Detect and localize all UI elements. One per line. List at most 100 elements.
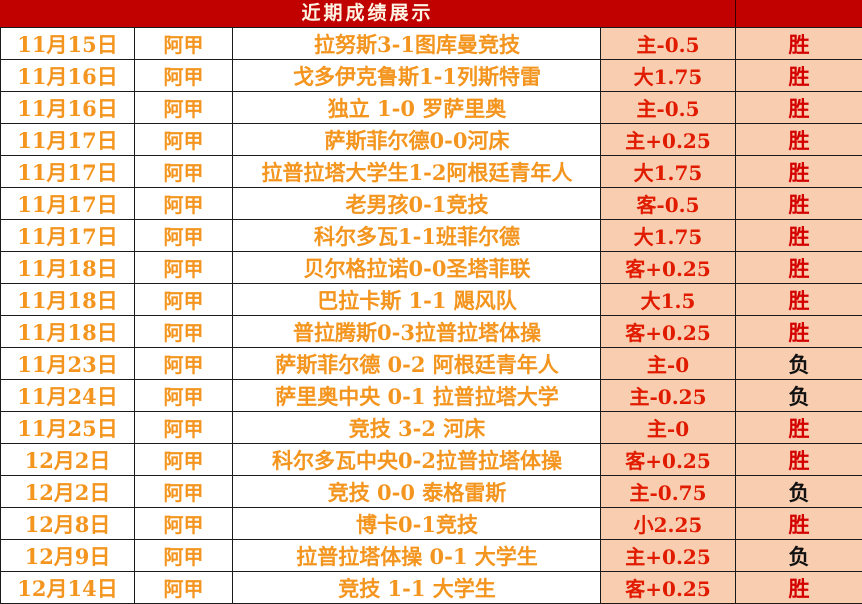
match-date-cell: 11月17日 — [0, 123, 135, 156]
match-date-cell: 11月24日 — [0, 379, 135, 412]
match-cell: 戈多伊克鲁斯1-1列斯特雷 — [232, 59, 601, 92]
match-text: 科尔多瓦中央0-2拉普拉塔体操 — [272, 447, 562, 473]
result-badge: 负 — [735, 539, 862, 572]
table-row[interactable]: 12月2日 阿甲 科尔多瓦中央0-2拉普拉塔体操 客+0.25 胜 — [0, 443, 862, 476]
handicap-cell: 主-0 — [600, 347, 736, 380]
table-row[interactable]: 11月16日 阿甲 戈多伊克鲁斯1-1列斯特雷 大1.75 胜 — [0, 59, 862, 92]
table-row[interactable]: 11月16日 阿甲 独立 1-0 罗萨里奥 主-0.5 胜 — [0, 91, 862, 124]
result-badge: 胜 — [735, 27, 862, 60]
match-text: 老男孩0-1竞技 — [345, 191, 489, 217]
match-text: 萨斯菲尔德 0-2 阿根廷青年人 — [275, 351, 559, 377]
match-cell: 巴拉卡斯 1-1 飓风队 — [232, 283, 601, 316]
match-text: 戈多伊克鲁斯1-1列斯特雷 — [293, 63, 541, 89]
match-cell: 竞技 1-1 大学生 — [232, 571, 601, 604]
match-cell: 萨里奥中央 0-1 拉普拉塔大学 — [232, 379, 601, 412]
table-row[interactable]: 11月17日 阿甲 科尔多瓦1-1班菲尔德 大1.75 胜 — [0, 219, 862, 252]
match-text: 竞技 1-1 大学生 — [338, 575, 496, 601]
match-date-cell: 11月23日 — [0, 347, 135, 380]
match-text: 科尔多瓦1-1班菲尔德 — [314, 223, 520, 249]
league-cell: 阿甲 — [134, 219, 233, 252]
match-cell: 独立 1-0 罗萨里奥 — [232, 91, 601, 124]
table-row[interactable]: 11月25日 阿甲 竞技 3-2 河床 主-0 胜 — [0, 411, 862, 444]
handicap-cell: 客+0.25 — [600, 571, 736, 604]
table-row[interactable]: 11月15日 阿甲 拉努斯3-1图库曼竞技 主-0.5 胜 — [0, 27, 862, 60]
match-cell: 萨斯菲尔德 0-2 阿根廷青年人 — [232, 347, 601, 380]
result-badge: 胜 — [735, 155, 862, 188]
league-cell: 阿甲 — [134, 539, 233, 572]
match-text: 萨里奥中央 0-1 拉普拉塔大学 — [275, 383, 559, 409]
match-date-cell: 12月2日 — [0, 443, 135, 476]
table-row[interactable]: 11月18日 阿甲 巴拉卡斯 1-1 飓风队 大1.5 胜 — [0, 283, 862, 316]
league-cell: 阿甲 — [134, 251, 233, 284]
handicap-cell: 小2.25 — [600, 507, 736, 540]
table-row[interactable]: 11月18日 阿甲 普拉腾斯0-3拉普拉塔体操 客+0.25 胜 — [0, 315, 862, 348]
match-text: 萨斯菲尔德0-0河床 — [324, 127, 510, 153]
match-cell: 贝尔格拉诺0-0圣塔菲联 — [232, 251, 601, 284]
league-cell: 阿甲 — [134, 443, 233, 476]
table-row[interactable]: 12月14日 阿甲 竞技 1-1 大学生 客+0.25 胜 — [0, 571, 862, 604]
table-row[interactable]: 11月17日 阿甲 萨斯菲尔德0-0河床 主+0.25 胜 — [0, 123, 862, 156]
league-cell: 阿甲 — [134, 91, 233, 124]
recent-results-table: 11月15日 阿甲 拉努斯3-1图库曼竞技 主-0.5 胜 11月16日 阿甲 戈多伊克鲁斯1… — [0, 27, 862, 604]
league-cell: 阿甲 — [134, 315, 233, 348]
handicap-cell: 主-0.75 — [600, 475, 736, 508]
page-title: 近期成绩展示 — [301, 2, 434, 24]
match-date-cell: 11月17日 — [0, 155, 135, 188]
match-date-cell: 11月25日 — [0, 411, 135, 444]
handicap-cell: 大1.75 — [600, 59, 736, 92]
result-badge: 负 — [735, 347, 862, 380]
result-badge: 胜 — [735, 59, 862, 92]
league-cell: 阿甲 — [134, 187, 233, 220]
league-cell: 阿甲 — [134, 507, 233, 540]
handicap-cell: 客+0.25 — [600, 443, 736, 476]
result-badge: 胜 — [735, 411, 862, 444]
result-badge: 胜 — [735, 123, 862, 156]
table-row[interactable]: 12月9日 阿甲 拉普拉塔体操 0-1 大学生 主+0.25 负 — [0, 539, 862, 572]
handicap-cell: 客+0.25 — [600, 251, 736, 284]
match-cell: 拉普拉塔体操 0-1 大学生 — [232, 539, 601, 572]
match-date-cell: 11月17日 — [0, 187, 135, 220]
match-date-cell: 11月18日 — [0, 315, 135, 348]
table-row[interactable]: 11月24日 阿甲 萨里奥中央 0-1 拉普拉塔大学 主-0.25 负 — [0, 379, 862, 412]
result-badge: 负 — [735, 475, 862, 508]
match-cell: 普拉腾斯0-3拉普拉塔体操 — [232, 315, 601, 348]
match-text: 博卡0-1竞技 — [356, 511, 478, 537]
table-row[interactable]: 12月8日 阿甲 博卡0-1竞技 小2.25 胜 — [0, 507, 862, 540]
match-text: 独立 1-0 罗萨里奥 — [327, 95, 507, 121]
league-cell: 阿甲 — [134, 27, 233, 60]
league-cell: 阿甲 — [134, 571, 233, 604]
match-date-cell: 11月15日 — [0, 27, 135, 60]
result-badge: 胜 — [735, 283, 862, 316]
table-row[interactable]: 11月18日 阿甲 贝尔格拉诺0-0圣塔菲联 客+0.25 胜 — [0, 251, 862, 284]
league-cell: 阿甲 — [134, 283, 233, 316]
handicap-cell: 主+0.25 — [600, 539, 736, 572]
match-text: 竞技 0-0 泰格雷斯 — [327, 479, 507, 505]
match-cell: 萨斯菲尔德0-0河床 — [232, 123, 601, 156]
table-row[interactable]: 11月17日 阿甲 老男孩0-1竞技 客-0.5 胜 — [0, 187, 862, 220]
handicap-cell: 主-0.25 — [600, 379, 736, 412]
handicap-cell: 主+0.25 — [600, 123, 736, 156]
match-text: 贝尔格拉诺0-0圣塔菲联 — [303, 255, 531, 281]
match-date-cell: 11月18日 — [0, 251, 135, 284]
handicap-cell: 主-0 — [600, 411, 736, 444]
league-cell: 阿甲 — [134, 59, 233, 92]
result-badge: 负 — [735, 379, 862, 412]
match-date-cell: 12月14日 — [0, 571, 135, 604]
table-row[interactable]: 11月23日 阿甲 萨斯菲尔德 0-2 阿根廷青年人 主-0 负 — [0, 347, 862, 380]
result-badge: 胜 — [735, 251, 862, 284]
match-date-cell: 11月17日 — [0, 219, 135, 252]
table-row[interactable]: 11月17日 阿甲 拉普拉塔大学生1-2阿根廷青年人 大1.75 胜 — [0, 155, 862, 188]
league-cell: 阿甲 — [134, 475, 233, 508]
match-date-cell: 11月18日 — [0, 283, 135, 316]
match-cell: 科尔多瓦中央0-2拉普拉塔体操 — [232, 443, 601, 476]
page-header-banner: 近期成绩展示 — [0, 0, 862, 27]
result-badge: 胜 — [735, 187, 862, 220]
league-cell: 阿甲 — [134, 155, 233, 188]
league-cell: 阿甲 — [134, 123, 233, 156]
table-row[interactable]: 12月2日 阿甲 竞技 0-0 泰格雷斯 主-0.75 负 — [0, 475, 862, 508]
result-badge: 胜 — [735, 91, 862, 124]
match-date-cell: 12月9日 — [0, 539, 135, 572]
match-text: 拉努斯3-1图库曼竞技 — [314, 31, 520, 57]
handicap-cell: 客+0.25 — [600, 315, 736, 348]
